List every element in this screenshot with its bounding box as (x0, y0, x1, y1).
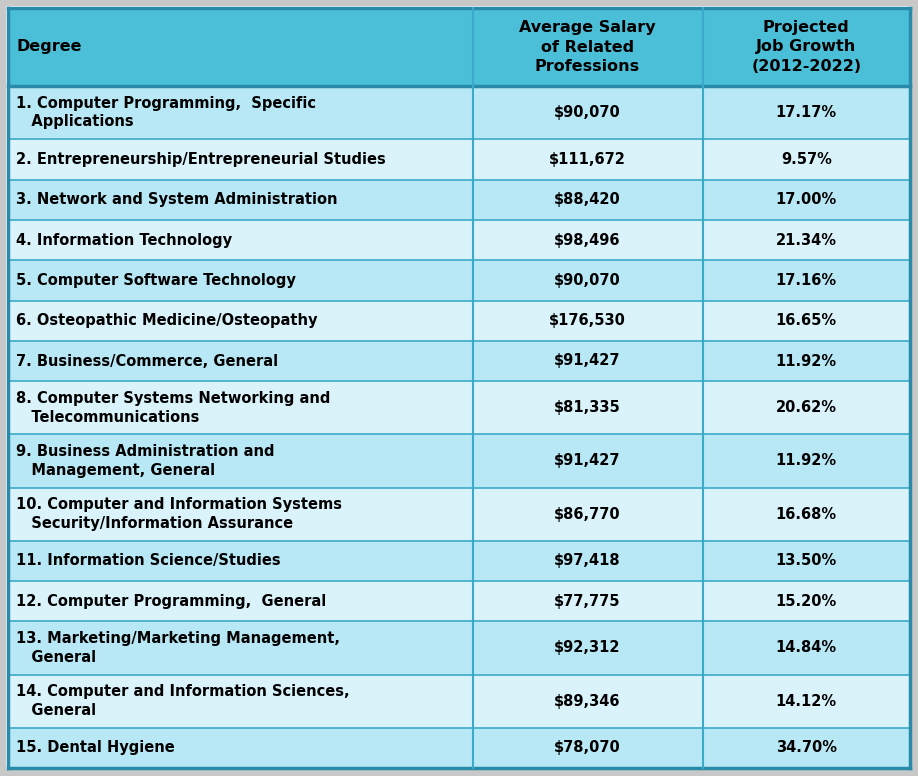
Text: 8. Computer Systems Networking and
   Telecommunications: 8. Computer Systems Networking and Telec… (16, 391, 330, 424)
Text: 11. Information Science/Studies: 11. Information Science/Studies (16, 553, 281, 568)
Text: 16.68%: 16.68% (776, 507, 837, 521)
Text: 13.50%: 13.50% (776, 553, 837, 568)
Bar (8, 179, 910, 220)
Text: 20.62%: 20.62% (776, 400, 837, 415)
Bar (8, 260, 910, 300)
Bar (8, 341, 910, 381)
Bar (8, 581, 910, 622)
Text: 14.12%: 14.12% (776, 694, 837, 708)
Bar (8, 8, 910, 86)
Text: $90,070: $90,070 (554, 273, 621, 288)
Text: Projected
Job Growth
(2012-2022): Projected Job Growth (2012-2022) (751, 20, 861, 74)
Bar (8, 435, 910, 487)
Text: 5. Computer Software Technology: 5. Computer Software Technology (16, 273, 296, 288)
Text: $78,070: $78,070 (554, 740, 621, 755)
Text: $81,335: $81,335 (554, 400, 621, 415)
Text: 9. Business Administration and
   Management, General: 9. Business Administration and Managemen… (16, 444, 274, 478)
Text: $98,496: $98,496 (554, 233, 621, 248)
Bar (8, 381, 910, 435)
Text: 17.16%: 17.16% (776, 273, 837, 288)
Text: $91,427: $91,427 (554, 354, 621, 369)
Bar (8, 487, 910, 541)
Text: 15.20%: 15.20% (776, 594, 837, 608)
Text: $97,418: $97,418 (554, 553, 621, 568)
Text: $176,530: $176,530 (549, 314, 626, 328)
Text: 11.92%: 11.92% (776, 354, 837, 369)
Text: 21.34%: 21.34% (776, 233, 837, 248)
Text: 15. Dental Hygiene: 15. Dental Hygiene (16, 740, 174, 755)
Text: $77,775: $77,775 (554, 594, 621, 608)
Bar (8, 674, 910, 728)
Text: $92,312: $92,312 (554, 640, 621, 656)
Text: $90,070: $90,070 (554, 105, 621, 120)
Text: Average Salary
of Related
Professions: Average Salary of Related Professions (520, 20, 655, 74)
Text: 11.92%: 11.92% (776, 453, 837, 469)
Text: $89,346: $89,346 (554, 694, 621, 708)
Text: 3. Network and System Administration: 3. Network and System Administration (16, 192, 338, 207)
Text: 34.70%: 34.70% (776, 740, 837, 755)
Bar (8, 541, 910, 581)
Text: 13. Marketing/Marketing Management,
   General: 13. Marketing/Marketing Management, Gene… (16, 631, 340, 665)
Text: 17.17%: 17.17% (776, 105, 837, 120)
Text: 9.57%: 9.57% (781, 152, 832, 167)
Text: 7. Business/Commerce, General: 7. Business/Commerce, General (16, 354, 278, 369)
Bar (8, 139, 910, 179)
Text: 17.00%: 17.00% (776, 192, 837, 207)
Text: 10. Computer and Information Systems
   Security/Information Assurance: 10. Computer and Information Systems Sec… (16, 497, 342, 531)
Text: 6. Osteopathic Medicine/Osteopathy: 6. Osteopathic Medicine/Osteopathy (16, 314, 318, 328)
Text: 1. Computer Programming,  Specific
   Applications: 1. Computer Programming, Specific Applic… (16, 95, 316, 130)
Text: 16.65%: 16.65% (776, 314, 837, 328)
Bar (8, 622, 910, 674)
Text: $91,427: $91,427 (554, 453, 621, 469)
Bar (8, 728, 910, 768)
Bar (8, 220, 910, 260)
Text: $88,420: $88,420 (554, 192, 621, 207)
Text: 4. Information Technology: 4. Information Technology (16, 233, 232, 248)
Text: Degree: Degree (16, 40, 82, 54)
Text: $111,672: $111,672 (549, 152, 626, 167)
Bar (8, 86, 910, 139)
Text: 2. Entrepreneurship/Entrepreneurial Studies: 2. Entrepreneurship/Entrepreneurial Stud… (16, 152, 386, 167)
Text: 14. Computer and Information Sciences,
   General: 14. Computer and Information Sciences, G… (16, 684, 350, 718)
Text: 12. Computer Programming,  General: 12. Computer Programming, General (16, 594, 326, 608)
Text: 14.84%: 14.84% (776, 640, 837, 656)
Bar (8, 300, 910, 341)
Text: $86,770: $86,770 (554, 507, 621, 521)
